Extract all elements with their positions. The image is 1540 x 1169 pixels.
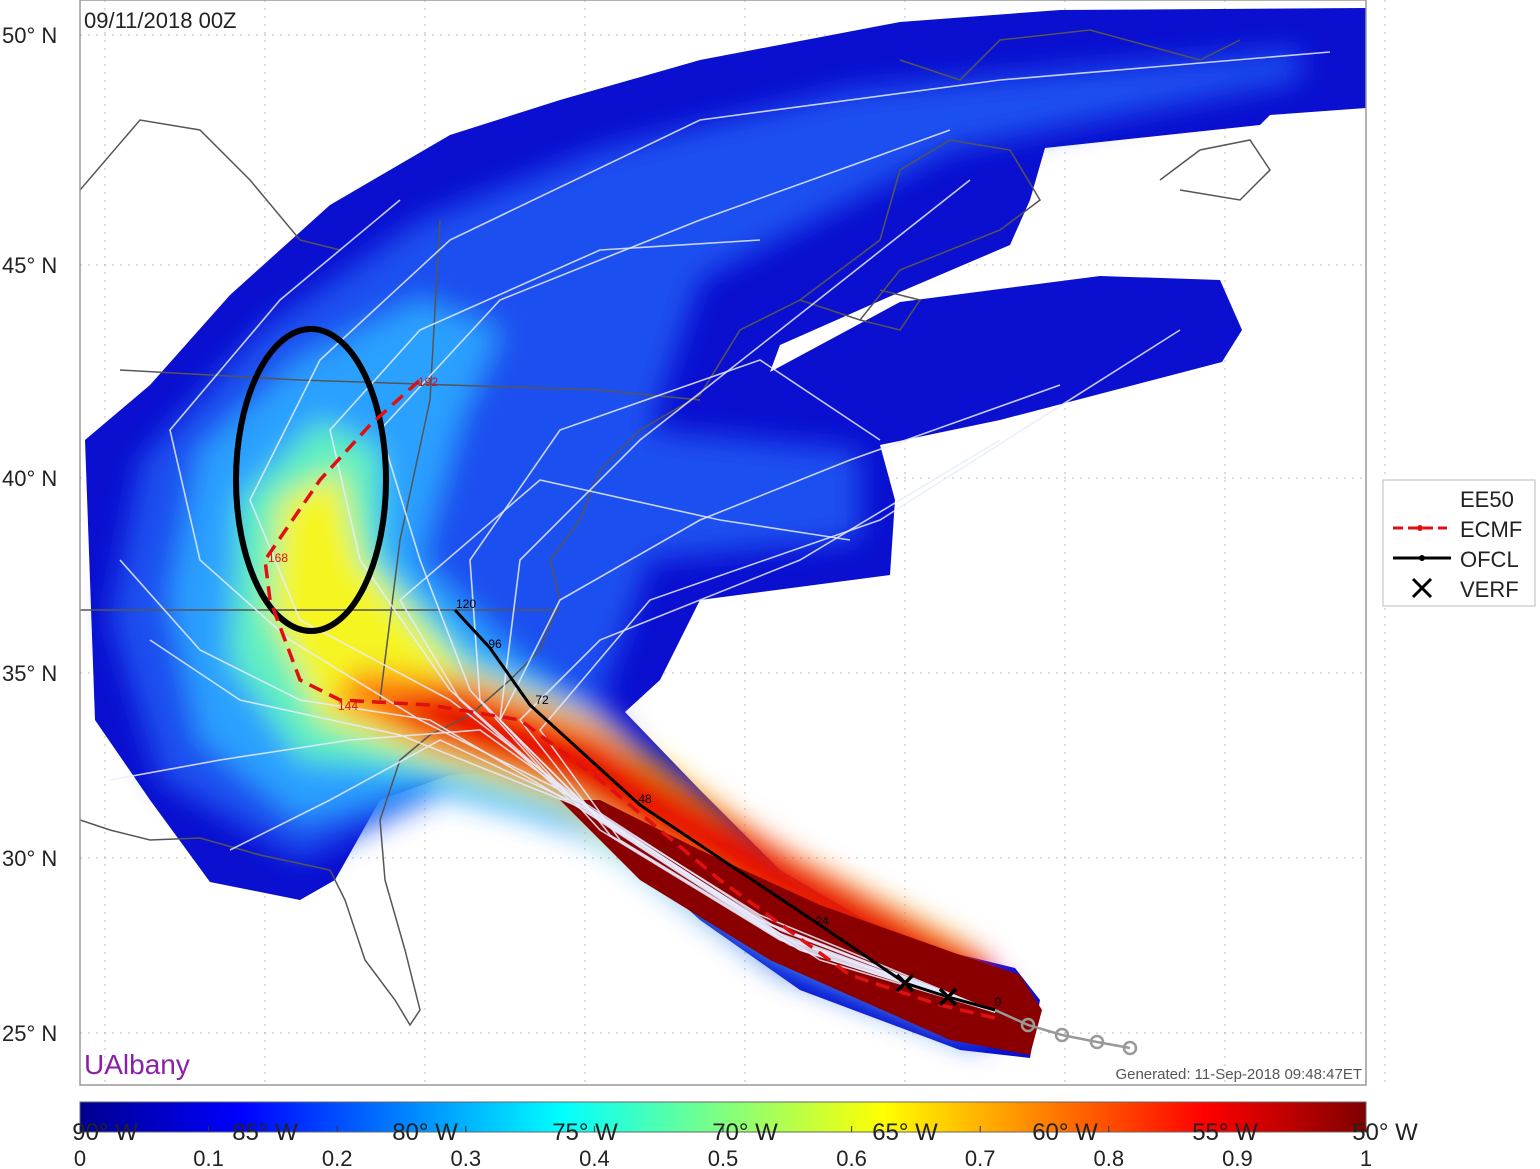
track-hour-labels: 120 96 72 48 24 0 192 168 144	[268, 375, 1002, 1009]
lon-label: 90° W	[72, 1119, 138, 1146]
ecmf-hour-label: 168	[268, 551, 288, 565]
lat-label: 30° N	[2, 846, 57, 871]
probability-swath	[85, 8, 1366, 1058]
lon-label: 85° W	[232, 1119, 298, 1146]
legend-label: OFCL	[1460, 547, 1519, 572]
lat-label: 25° N	[2, 1021, 57, 1046]
legend-label: EE50	[1460, 487, 1514, 512]
ofcl-hour-label: 0	[995, 995, 1002, 1009]
lon-labels: 90° W 85° W 80° W 75° W 70° W 65° W 60° W 55° W…	[72, 1119, 1418, 1146]
lat-label: 45° N	[2, 253, 57, 278]
lon-label: 70° W	[712, 1119, 778, 1146]
ofcl-hour-label: 48	[638, 792, 652, 806]
map-title: 09/11/2018 00Z	[84, 8, 237, 33]
lat-label: 35° N	[2, 661, 57, 686]
lon-label: 65° W	[872, 1119, 938, 1146]
colorbar-tick-label: 0.5	[708, 1146, 739, 1169]
colorbar-tick-label: 1	[1360, 1146, 1372, 1169]
colorbar-tick-label: 0	[74, 1146, 86, 1169]
ofcl-track	[453, 608, 996, 1012]
colorbar-ticks: 0 0.1 0.2 0.3 0.4 0.5 0.6 0.7 0.8 0.9 1	[74, 1126, 1372, 1169]
ofcl-hour-label: 120	[456, 597, 476, 611]
lat-label: 40° N	[2, 466, 57, 491]
colorbar-tick-label: 0.8	[1094, 1146, 1125, 1169]
ecmf-hour-label: 192	[418, 375, 438, 389]
lon-label: 80° W	[392, 1119, 458, 1146]
legend-box	[1382, 479, 1536, 607]
colorbar-tick-label: 0.4	[579, 1146, 610, 1169]
lon-label: 60° W	[1032, 1119, 1098, 1146]
legend-label: VERF	[1460, 577, 1519, 602]
colorbar-tick-label: 0.6	[836, 1146, 867, 1169]
lon-label: 75° W	[552, 1119, 618, 1146]
lat-labels: 50° N 45° N 40° N 35° N 30° N 25° N	[2, 23, 57, 1046]
lon-label: 50° W	[1352, 1119, 1418, 1146]
legend: EE50 ECMF OFCL VERF	[1382, 479, 1536, 607]
generated-note: Generated: 11-Sep-2018 09:48:47ET	[1115, 1066, 1362, 1083]
ofcl-hour-label: 24	[815, 914, 829, 928]
colorbar-tick-label: 0.3	[451, 1146, 482, 1169]
colorbar-tick-label: 0.2	[322, 1146, 353, 1169]
coastlines	[80, 29, 1271, 1027]
swath-core	[560, 800, 1042, 1055]
legend-label: ECMF	[1460, 517, 1522, 542]
verf-future-points	[1020, 1017, 1138, 1056]
map-frame	[79, 0, 1367, 1086]
ofcl-hour-label: 72	[535, 693, 549, 707]
highlight-ellipse	[233, 326, 389, 634]
credit: UAlbany	[84, 1049, 190, 1080]
colorbar-tick-label: 0.1	[193, 1146, 224, 1169]
lon-label: 55° W	[1192, 1119, 1258, 1146]
ecmf-hour-label: 144	[338, 699, 358, 713]
verf-markers	[895, 973, 958, 1007]
lat-label: 50° N	[2, 23, 57, 48]
colorbar-tick-label: 0.7	[965, 1146, 996, 1169]
ecmf-track	[263, 378, 996, 1020]
colorbar-tick-label: 0.9	[1222, 1146, 1253, 1169]
verf-future-track	[994, 1008, 1131, 1050]
ofcl-hour-label: 96	[488, 637, 502, 651]
